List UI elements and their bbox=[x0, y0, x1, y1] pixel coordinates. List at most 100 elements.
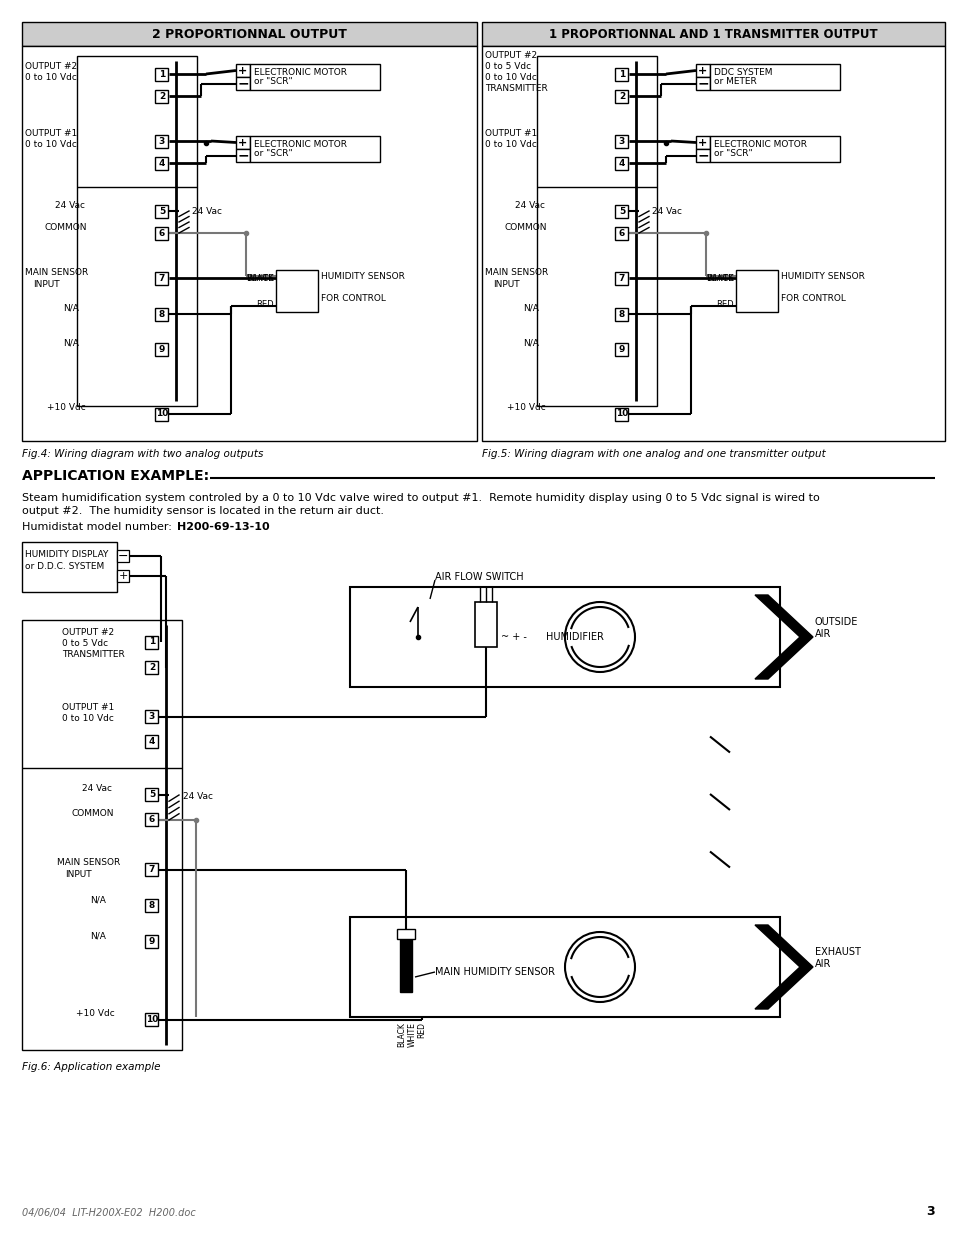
Text: or "SCR": or "SCR" bbox=[713, 149, 752, 158]
Bar bbox=[735, 270, 778, 312]
Text: INPUT: INPUT bbox=[493, 280, 519, 289]
Text: N/A: N/A bbox=[63, 304, 79, 312]
Text: 0 to 10 Vdc: 0 to 10 Vdc bbox=[62, 714, 113, 722]
Text: or METER: or METER bbox=[713, 77, 756, 86]
Bar bbox=[696, 64, 709, 77]
Text: Humidistat model number:: Humidistat model number: bbox=[22, 522, 179, 532]
Bar bbox=[709, 136, 840, 162]
Bar bbox=[250, 136, 379, 162]
Text: 0 to 5 Vdc: 0 to 5 Vdc bbox=[484, 62, 531, 70]
Text: 3: 3 bbox=[159, 137, 165, 146]
Text: N/A: N/A bbox=[522, 338, 538, 347]
Bar bbox=[155, 89, 169, 103]
Text: FOR CONTROL: FOR CONTROL bbox=[781, 294, 845, 303]
Text: 24 Vac: 24 Vac bbox=[515, 200, 544, 210]
Text: APPLICATION EXAMPLE:: APPLICATION EXAMPLE: bbox=[22, 469, 209, 483]
Text: 3: 3 bbox=[925, 1205, 934, 1218]
Bar bbox=[146, 662, 158, 674]
Text: OUTSIDE: OUTSIDE bbox=[814, 618, 858, 627]
Bar bbox=[22, 620, 182, 1050]
Text: COMMON: COMMON bbox=[504, 222, 547, 231]
Text: BLACK: BLACK bbox=[397, 1023, 406, 1047]
Text: TRANSMITTER: TRANSMITTER bbox=[62, 650, 125, 659]
Text: 24 Vac: 24 Vac bbox=[183, 792, 213, 802]
Bar bbox=[399, 937, 412, 992]
Text: Fig.6: Application example: Fig.6: Application example bbox=[22, 1062, 160, 1072]
Text: +10 Vdc: +10 Vdc bbox=[47, 404, 86, 412]
Bar bbox=[155, 342, 169, 356]
Bar bbox=[155, 272, 169, 284]
Text: MAIN HUMIDITY SENSOR: MAIN HUMIDITY SENSOR bbox=[435, 967, 555, 977]
Text: BLACK: BLACK bbox=[246, 274, 274, 283]
Text: 24 Vac: 24 Vac bbox=[82, 784, 112, 794]
Bar bbox=[117, 571, 129, 582]
Text: 4: 4 bbox=[149, 737, 155, 746]
Bar bbox=[155, 135, 169, 147]
Text: OUTPUT #1: OUTPUT #1 bbox=[25, 128, 77, 138]
Bar bbox=[615, 308, 628, 321]
Bar bbox=[146, 935, 158, 948]
Bar bbox=[481, 22, 944, 46]
Polygon shape bbox=[754, 595, 812, 679]
Bar bbox=[146, 814, 158, 826]
Bar bbox=[22, 22, 476, 46]
Text: 0 to 5 Vdc: 0 to 5 Vdc bbox=[62, 638, 108, 648]
Text: 1: 1 bbox=[149, 637, 155, 646]
Text: Steam humidification system controled by a 0 to 10 Vdc valve wired to output #1.: Steam humidification system controled by… bbox=[22, 493, 819, 503]
Text: +: + bbox=[698, 65, 707, 75]
Text: −: − bbox=[117, 550, 128, 562]
Bar bbox=[250, 64, 379, 90]
Text: MAIN SENSOR: MAIN SENSOR bbox=[484, 268, 548, 277]
Text: 2: 2 bbox=[159, 91, 165, 100]
Text: 10: 10 bbox=[616, 410, 627, 419]
Text: +10 Vdc: +10 Vdc bbox=[506, 404, 545, 412]
Text: 4: 4 bbox=[158, 158, 165, 168]
Text: +: + bbox=[238, 137, 248, 147]
Text: OUTPUT #2: OUTPUT #2 bbox=[25, 62, 77, 70]
Text: RED: RED bbox=[716, 300, 733, 309]
Bar bbox=[615, 89, 628, 103]
Text: 0 to 10 Vdc: 0 to 10 Vdc bbox=[484, 73, 537, 82]
Text: +: + bbox=[698, 137, 707, 147]
Bar bbox=[235, 64, 250, 77]
Text: 10: 10 bbox=[146, 1015, 158, 1025]
Text: OUTPUT #2: OUTPUT #2 bbox=[484, 51, 537, 61]
Text: H200-69-13-10: H200-69-13-10 bbox=[177, 522, 270, 532]
Text: 9: 9 bbox=[158, 345, 165, 353]
Text: 0 to 10 Vdc: 0 to 10 Vdc bbox=[484, 140, 537, 149]
Bar bbox=[155, 157, 169, 169]
Bar bbox=[475, 601, 497, 647]
Text: 8: 8 bbox=[159, 310, 165, 319]
Text: 24 Vac: 24 Vac bbox=[651, 207, 681, 216]
Text: OUTPUT #1: OUTPUT #1 bbox=[62, 703, 114, 713]
Text: +10 Vdc: +10 Vdc bbox=[76, 1009, 114, 1019]
Text: FOR CONTROL: FOR CONTROL bbox=[320, 294, 385, 303]
Text: BLACK: BLACK bbox=[705, 274, 733, 283]
Text: −: − bbox=[697, 148, 708, 163]
Text: RED: RED bbox=[256, 300, 274, 309]
Text: 9: 9 bbox=[618, 345, 624, 353]
Bar bbox=[615, 226, 628, 240]
Text: 5: 5 bbox=[159, 206, 165, 215]
Bar bbox=[155, 408, 169, 420]
Text: or "SCR": or "SCR" bbox=[253, 77, 293, 86]
Text: N/A: N/A bbox=[90, 931, 106, 941]
Text: AIR FLOW SWITCH: AIR FLOW SWITCH bbox=[435, 572, 523, 582]
Bar bbox=[22, 542, 117, 592]
Bar bbox=[155, 226, 169, 240]
Bar bbox=[615, 157, 628, 169]
Bar bbox=[481, 46, 944, 441]
Bar bbox=[155, 205, 169, 217]
Bar bbox=[235, 149, 250, 162]
Bar bbox=[275, 270, 317, 312]
Text: Fig.5: Wiring diagram with one analog and one transmitter output: Fig.5: Wiring diagram with one analog an… bbox=[481, 450, 825, 459]
Text: 6: 6 bbox=[618, 228, 624, 237]
Text: −: − bbox=[697, 77, 708, 90]
Text: ELECTRONIC MOTOR: ELECTRONIC MOTOR bbox=[253, 140, 347, 149]
Text: or D.D.C. SYSTEM: or D.D.C. SYSTEM bbox=[25, 562, 104, 571]
Text: 9: 9 bbox=[149, 937, 155, 946]
Text: 5: 5 bbox=[149, 790, 155, 799]
Bar bbox=[146, 736, 158, 748]
Text: WHITE: WHITE bbox=[407, 1023, 416, 1047]
Bar bbox=[696, 77, 709, 90]
